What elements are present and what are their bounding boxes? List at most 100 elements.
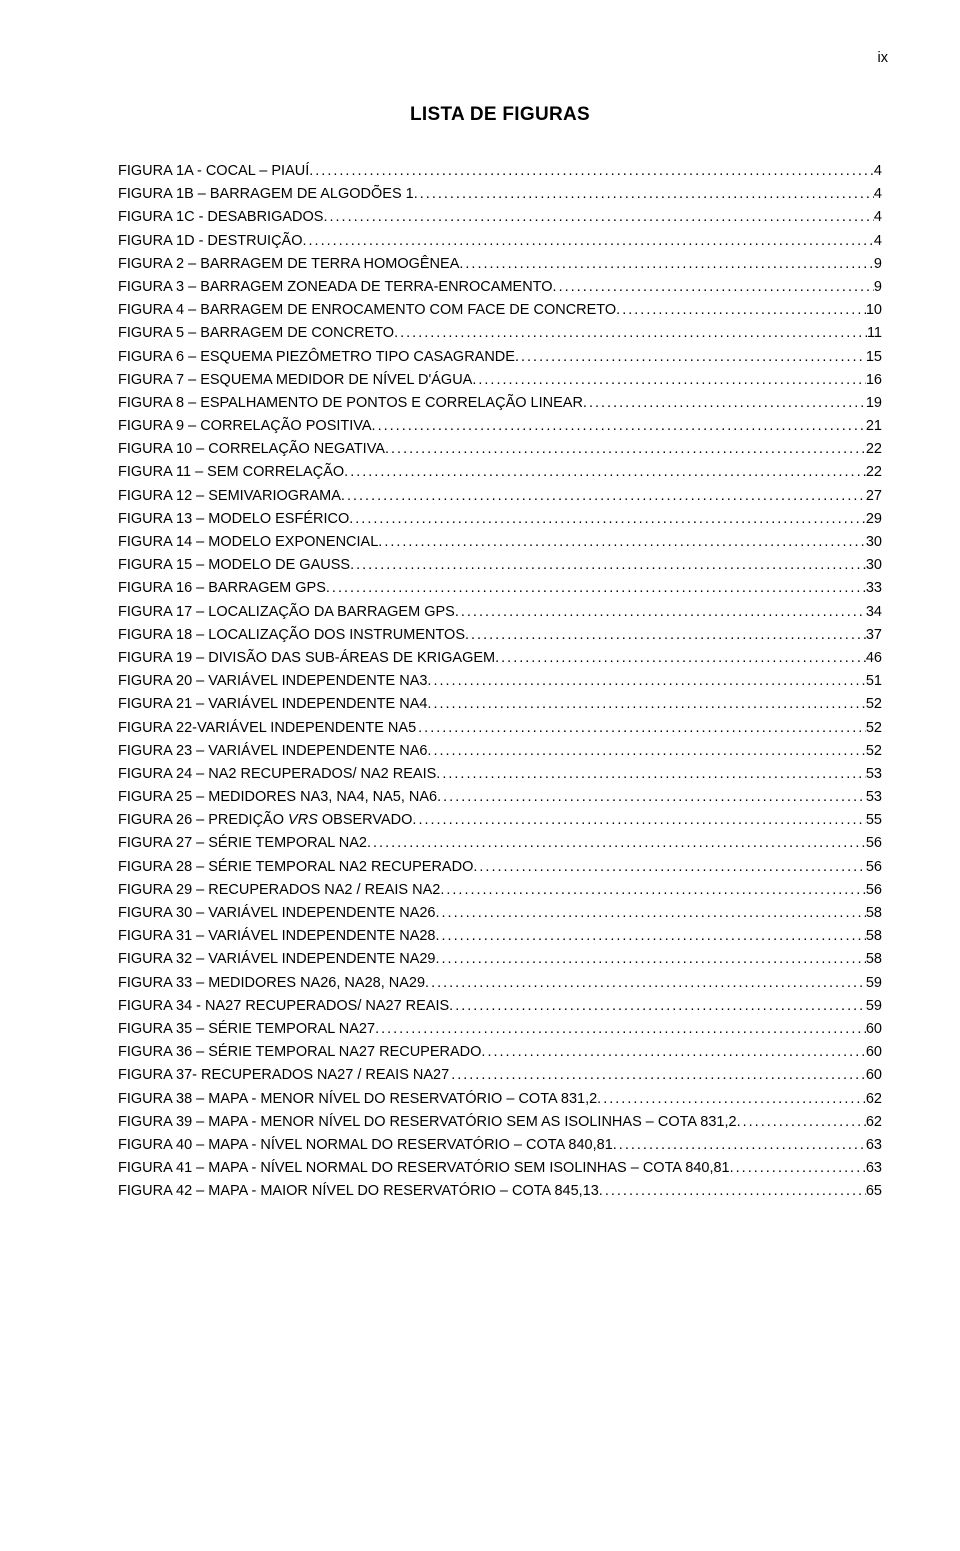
figure-entry-page: 56 (866, 883, 882, 898)
leader-dots (617, 1138, 866, 1153)
figure-entry-page: 27 (866, 489, 882, 504)
leader-dots (449, 1068, 866, 1083)
list-title: LISTA DE FIGURAS (118, 104, 882, 126)
figure-entry: FIGURA 2 – BARRAGEM DE TERRA HOMOGÊNEA.9 (118, 257, 882, 272)
figure-entry-label: FIGURA 25 – MEDIDORES NA3, NA4, NA5, NA6… (118, 790, 441, 805)
figure-entry-label: FIGURA 22-VARIÁVEL INDEPENDENTE NA5 (118, 721, 416, 736)
leader-dots (382, 535, 866, 550)
page-number: ix (118, 50, 888, 66)
figure-entry-page: 9 (874, 280, 882, 295)
figure-entry-label: FIGURA 28 – SÉRIE TEMPORAL NA2 RECUPERAD… (118, 860, 477, 875)
leader-dots (416, 813, 865, 828)
leader-dots (431, 674, 865, 689)
figure-entry-page: 22 (866, 442, 882, 457)
figure-entry: FIGURA 10 – CORRELAÇÃO NEGATIVA. 22 (118, 442, 882, 457)
figure-entry-page: 19 (866, 396, 882, 411)
leader-dots (557, 280, 874, 295)
figure-entry-label: FIGURA 29 – RECUPERADOS NA2 / REAIS NA2. (118, 883, 444, 898)
figure-entry: FIGURA 16 – BARRAGEM GPS.33 (118, 581, 882, 596)
figure-entry-label: FIGURA 10 – CORRELAÇÃO NEGATIVA. (118, 442, 389, 457)
figure-entry-page: 15 (866, 350, 882, 365)
figure-entry: FIGURA 1D - DESTRUIÇÃO. 4 (118, 234, 882, 249)
figure-entry-page: 53 (866, 790, 882, 805)
figure-entry-label: FIGURA 1D - DESTRUIÇÃO. (118, 234, 307, 249)
leader-dots (601, 1092, 866, 1107)
figure-entry-label: FIGURA 16 – BARRAGEM GPS. (118, 581, 330, 596)
figure-entry-label: FIGURA 26 – PREDIÇÃO VRS OBSERVADO. (118, 813, 416, 828)
figure-entry: FIGURA 20 – VARIÁVEL INDEPENDENTE NA3. 51 (118, 674, 882, 689)
figure-entry: FIGURA 34 - NA27 RECUPERADOS/ NA27 REAIS… (118, 999, 882, 1014)
figure-entry: FIGURA 26 – PREDIÇÃO VRS OBSERVADO.55 (118, 813, 882, 828)
leader-dots (587, 396, 866, 411)
figure-entry-page: 21 (866, 419, 882, 434)
figure-entry-page: 58 (866, 906, 882, 921)
leader-dots (463, 257, 874, 272)
figure-entry: FIGURA 17 – LOCALIZAÇÃO DA BARRAGEM GPS.… (118, 605, 882, 620)
figure-entry: FIGURA 13 – MODELO ESFÉRICO.29 (118, 512, 882, 527)
figure-entry: FIGURA 27 – SÉRIE TEMPORAL NA2.56 (118, 836, 882, 851)
figure-entry-page: 62 (866, 1115, 882, 1130)
figure-entry-label: FIGURA 42 – MAPA - MAIOR NÍVEL DO RESERV… (118, 1184, 603, 1199)
figure-entry-label: FIGURA 8 – ESPALHAMENTO DE PONTOS E CORR… (118, 396, 587, 411)
leader-dots (440, 929, 866, 944)
figure-entry: FIGURA 41 – MAPA - NÍVEL NORMAL DO RESER… (118, 1161, 882, 1176)
figure-entry-page: 56 (866, 860, 882, 875)
figure-entry: FIGURA 9 – CORRELAÇÃO POSITIVA.21 (118, 419, 882, 434)
figure-entry-label: FIGURA 30 – VARIÁVEL INDEPENDENTE NA26. (118, 906, 440, 921)
leader-dots (453, 999, 866, 1014)
figure-entry: FIGURA 22-VARIÁVEL INDEPENDENTE NA5 52 (118, 721, 882, 736)
figure-entry: FIGURA 25 – MEDIDORES NA3, NA4, NA5, NA6… (118, 790, 882, 805)
figure-entry: FIGURA 30 – VARIÁVEL INDEPENDENTE NA26. 5… (118, 906, 882, 921)
figure-entry: FIGURA 12 – SEMIVARIOGRAMA.27 (118, 489, 882, 504)
leader-dots (398, 326, 867, 341)
figure-entry: FIGURA 29 – RECUPERADOS NA2 / REAIS NA2.… (118, 883, 882, 898)
figure-entry-label: FIGURA 1A - COCAL – PIAUÍ. (118, 164, 313, 179)
leader-dots (328, 210, 874, 225)
figure-entry-label: FIGURA 27 – SÉRIE TEMPORAL NA2. (118, 836, 371, 851)
figure-entry-label: FIGURA 20 – VARIÁVEL INDEPENDENTE NA3. (118, 674, 431, 689)
figure-entry-label: FIGURA 33 – MEDIDORES NA26, NA28, NA29. (118, 976, 429, 991)
figure-entry-label: FIGURA 38 – MAPA - MENOR NÍVEL DO RESERV… (118, 1092, 601, 1107)
figure-entry-label: FIGURA 19 – DIVISÃO DAS SUB-ÁREAS DE KRI… (118, 651, 499, 666)
figure-entry-page: 4 (874, 187, 882, 202)
leader-dots (485, 1045, 865, 1060)
figure-entry-page: 10 (866, 303, 882, 318)
leader-dots (741, 1115, 866, 1130)
figure-entry: FIGURA 4 – BARRAGEM DE ENROCAMENTO COM F… (118, 303, 882, 318)
figure-entry-label: FIGURA 1C - DESABRIGADOS. (118, 210, 328, 225)
figure-entry-label: FIGURA 31 – VARIÁVEL INDEPENDENTE NA28. (118, 929, 440, 944)
figure-entry-page: 29 (866, 512, 882, 527)
figure-entry-page: 16 (866, 373, 882, 388)
figure-entry-page: 62 (866, 1092, 882, 1107)
leader-dots (354, 558, 866, 573)
figure-entry-label: FIGURA 15 – MODELO DE GAUSS. (118, 558, 354, 573)
figure-entry-label: FIGURA 32 – VARIÁVEL INDEPENDENTE NA29. (118, 952, 440, 967)
figure-entry: FIGURA 42 – MAPA - MAIOR NÍVEL DO RESERV… (118, 1184, 882, 1199)
figure-entry: FIGURA 32 – VARIÁVEL INDEPENDENTE NA29. 5… (118, 952, 882, 967)
figure-entry-page: 51 (866, 674, 882, 689)
figure-entry-label: FIGURA 18 – LOCALIZAÇÃO DOS INSTRUMENTOS… (118, 628, 469, 643)
figure-entry-page: 60 (866, 1022, 882, 1037)
leader-dots (345, 489, 866, 504)
figure-entry: FIGURA 21 – VARIÁVEL INDEPENDENTE NA4.52 (118, 697, 882, 712)
figure-entry-page: 4 (874, 210, 882, 225)
figure-entry: FIGURA 40 – MAPA - NÍVEL NORMAL DO RESER… (118, 1138, 882, 1153)
figure-entry-page: 52 (866, 721, 882, 736)
figure-entry-page: 60 (866, 1045, 882, 1060)
figure-entry-label: FIGURA 4 – BARRAGEM DE ENROCAMENTO COM F… (118, 303, 620, 318)
figure-entry-label: FIGURA 5 – BARRAGEM DE CONCRETO. (118, 326, 398, 341)
leader-dots (440, 952, 866, 967)
figure-entry-label: FIGURA 36 – SÉRIE TEMPORAL NA27 RECUPERA… (118, 1045, 485, 1060)
figure-entry-label: FIGURA 24 – NA2 RECUPERADOS/ NA2 REAIS. (118, 767, 440, 782)
leader-dots (416, 721, 866, 736)
leader-dots (469, 628, 866, 643)
figure-entry-page: 59 (866, 976, 882, 991)
figure-entry-page: 58 (866, 952, 882, 967)
leader-dots (431, 744, 865, 759)
figure-entry-label: FIGURA 37- RECUPERADOS NA27 / REAIS NA27 (118, 1068, 449, 1083)
figure-entry-page: 4 (874, 234, 882, 249)
figure-entry-label: FIGURA 41 – MAPA - NÍVEL NORMAL DO RESER… (118, 1161, 734, 1176)
leader-dots (440, 767, 866, 782)
leader-dots (307, 234, 874, 249)
leader-dots (459, 605, 866, 620)
